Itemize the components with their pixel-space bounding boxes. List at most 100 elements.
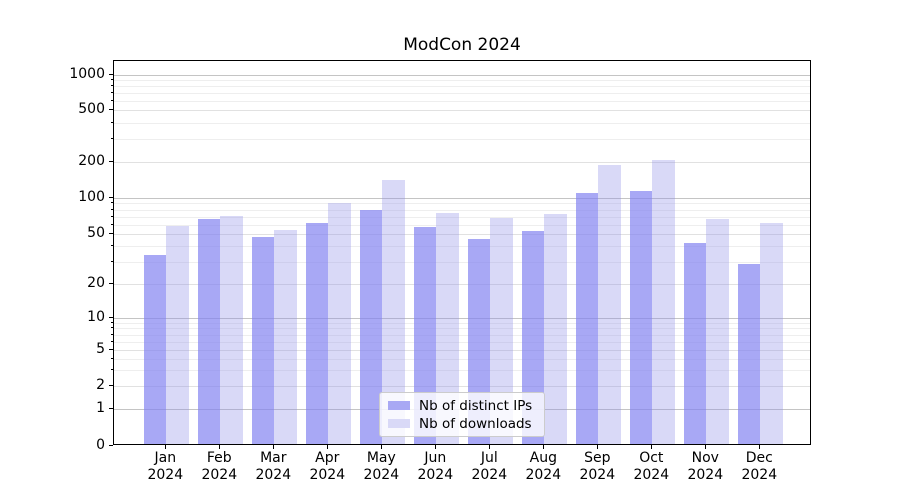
bar-distinct-ips-dec <box>737 263 761 444</box>
y-minor-tick <box>111 260 113 262</box>
plot-area <box>113 60 811 445</box>
x-tick <box>489 445 491 449</box>
gridline <box>114 322 810 324</box>
y-tick-label: 20 <box>87 274 105 291</box>
gridline <box>114 224 810 226</box>
bar-downloads-aug <box>544 213 567 444</box>
y-tick-label: 2 <box>96 377 105 393</box>
legend-row: Nb of distinct IPs <box>388 397 536 415</box>
y-tick-label: 5 <box>96 341 105 358</box>
gridline <box>114 122 810 124</box>
y-tick-label: 500 <box>78 101 105 118</box>
gridline <box>114 75 810 76</box>
y-minor-tick <box>111 223 113 225</box>
x-tick <box>597 445 599 449</box>
legend: Nb of distinct IPs Nb of downloads <box>379 392 545 437</box>
bar-distinct-ips-jan <box>143 254 167 444</box>
bar-downloads-dec <box>760 222 783 444</box>
bar-distinct-ips-jun <box>413 227 437 444</box>
x-tick <box>651 445 653 449</box>
x-tick-label: Jul 2024 <box>471 450 508 483</box>
gridline <box>114 162 810 163</box>
gridline <box>114 334 810 336</box>
legend-swatch-distinct-ips <box>388 401 410 410</box>
bar-distinct-ips-mar <box>251 236 275 444</box>
y-minor-tick <box>111 327 113 329</box>
y-minor-tick <box>111 202 113 204</box>
gridline <box>114 101 810 102</box>
bar-distinct-ips-feb <box>197 219 221 444</box>
y-minor-tick <box>111 358 113 359</box>
x-tick-label: Jun 2024 <box>417 450 454 483</box>
y-tick-label: 100 <box>78 188 105 205</box>
y-tick <box>109 316 113 318</box>
bar-downloads-jan <box>166 226 189 444</box>
gridline <box>114 80 810 82</box>
x-tick <box>219 445 221 449</box>
x-tick-label: Oct 2024 <box>633 450 670 483</box>
y-minor-tick <box>111 92 113 94</box>
y-tick-label: 1 <box>96 400 105 417</box>
y-minor-tick <box>111 321 113 323</box>
y-minor-tick <box>111 79 113 81</box>
x-tick-label: Nov 2024 <box>687 450 724 483</box>
y-tick-label: 10 <box>87 308 105 325</box>
gridline <box>114 317 810 319</box>
y-tick <box>109 233 113 235</box>
gridline <box>114 359 810 360</box>
bar-downloads-mar <box>274 230 297 444</box>
y-tick <box>109 74 113 75</box>
y-minor-tick <box>111 138 113 140</box>
bar-distinct-ips-aug <box>521 231 545 444</box>
x-tick <box>381 445 383 449</box>
y-tick-label: 0 <box>96 437 105 453</box>
gridline <box>114 341 810 343</box>
gridline <box>114 234 810 236</box>
y-tick-label: 50 <box>87 225 105 242</box>
x-tick-label: Apr 2024 <box>309 450 346 483</box>
y-minor-tick <box>111 85 113 87</box>
y-tick <box>109 445 113 446</box>
x-tick <box>165 445 167 449</box>
y-tick <box>109 349 113 351</box>
bar-downloads-nov <box>706 219 729 444</box>
x-tick <box>327 445 329 449</box>
legend-swatch-downloads <box>388 419 410 428</box>
legend-label-distinct-ips: Nb of distinct IPs <box>419 397 533 414</box>
x-tick-label: Dec 2024 <box>741 450 778 483</box>
y-tick <box>109 109 113 111</box>
chart-title: ModCon 2024 <box>403 35 521 55</box>
x-tick-label: Mar 2024 <box>255 450 292 483</box>
x-tick <box>273 445 275 449</box>
bar-downloads-jun <box>436 213 459 444</box>
x-tick <box>705 445 707 449</box>
x-tick-label: Sep 2024 <box>579 450 616 483</box>
bar-downloads-feb <box>220 216 243 444</box>
x-tick <box>759 445 761 449</box>
x-tick <box>435 445 437 449</box>
x-tick-label: Aug 2024 <box>525 450 562 483</box>
y-tick <box>109 282 113 284</box>
y-tick <box>109 385 113 386</box>
gridline <box>114 93 810 95</box>
bar-downloads-may <box>382 179 405 444</box>
bar-downloads-jul <box>490 218 513 444</box>
gridline <box>114 203 810 205</box>
y-tick <box>109 161 113 162</box>
gridline <box>114 386 810 387</box>
gridline <box>114 328 810 330</box>
y-tick <box>109 196 113 198</box>
y-minor-tick <box>111 121 113 123</box>
y-tick <box>109 408 113 410</box>
y-minor-tick <box>111 208 113 210</box>
gridline <box>114 86 810 88</box>
bar-distinct-ips-apr <box>305 222 329 444</box>
y-minor-tick <box>111 245 113 247</box>
gridline <box>114 209 810 211</box>
y-tick-label: 200 <box>78 153 105 169</box>
gridline <box>114 261 810 263</box>
gridline <box>114 110 810 112</box>
gridline <box>114 246 810 248</box>
y-minor-tick <box>111 215 113 217</box>
